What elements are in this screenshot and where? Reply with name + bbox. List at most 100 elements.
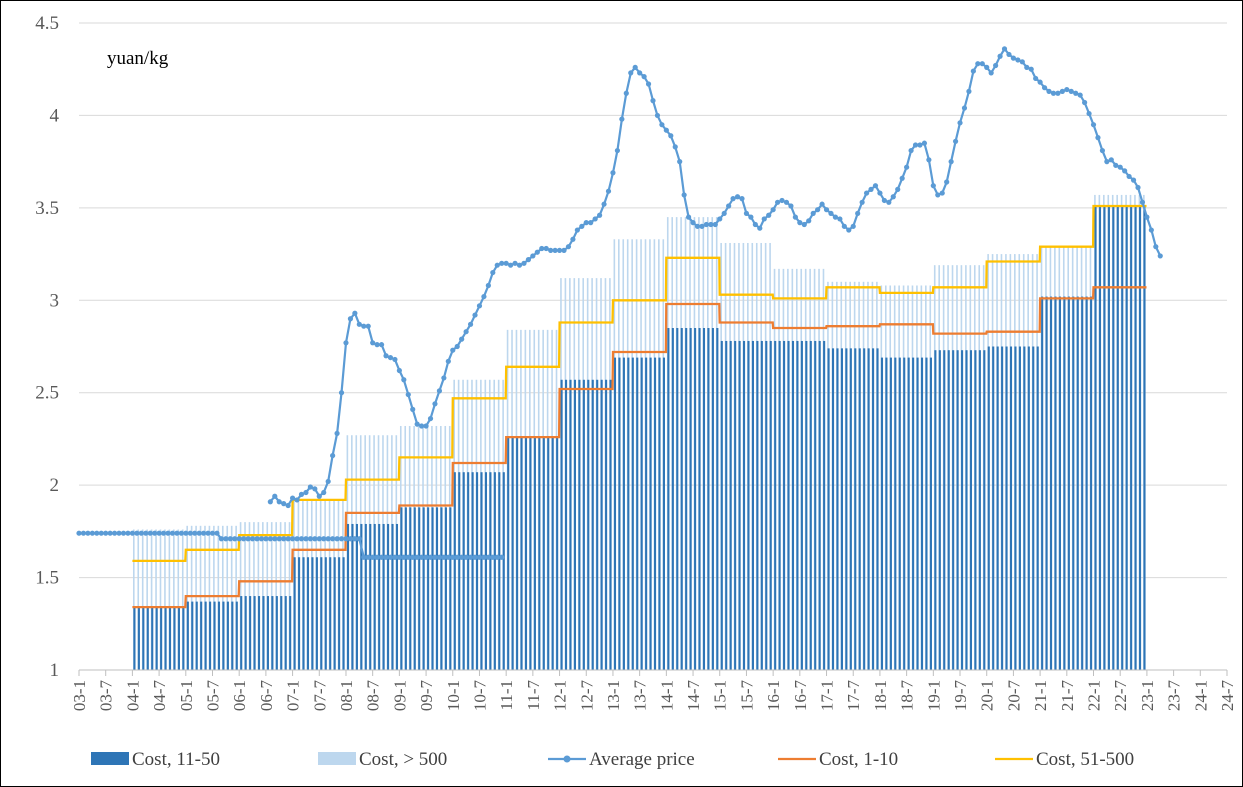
bar-cost-over-500 [186, 525, 188, 670]
average-price-point [1153, 244, 1159, 250]
x-tick-label: 17-7 [844, 680, 863, 712]
bar-cost-11-50 [1098, 206, 1102, 670]
bar-cost-11-50 [533, 437, 536, 670]
average-price-point [734, 194, 741, 200]
bar-cost-11-50 [1014, 346, 1017, 670]
average-price-point [694, 223, 701, 229]
average-price-point [436, 554, 443, 560]
bar-cost-11-50 [609, 379, 612, 670]
bar-cost-11-50 [1032, 346, 1035, 670]
average-price-point [405, 391, 411, 398]
average-price-point [459, 554, 465, 560]
y-tick-label: 4 [50, 105, 60, 126]
legend-label-cost_51_500: Cost, 51-500 [1036, 749, 1134, 770]
average-price-point [979, 61, 985, 67]
bar-cost-11-50 [658, 357, 661, 670]
bar-cost-11-50 [507, 437, 510, 670]
bar-cost-11-50 [765, 340, 768, 670]
bar-cost-11-50 [293, 557, 296, 670]
bar-cost-11-50 [742, 340, 746, 670]
average-price-point [241, 536, 247, 542]
x-tick-label: 20-1 [978, 680, 997, 711]
average-price-point [445, 554, 451, 560]
average-price-point [877, 190, 883, 196]
average-price-point [156, 530, 162, 536]
average-price-point [774, 199, 781, 205]
bar-cost-11-50 [618, 357, 621, 670]
average-price-point [899, 175, 905, 181]
y-tick-label: 3 [50, 290, 60, 311]
average-price-point [761, 216, 767, 222]
average-price-point [525, 257, 532, 263]
average-price-point [116, 530, 122, 536]
average-price-point [298, 491, 305, 497]
average-price-point [321, 536, 327, 542]
bar-cost-11-50 [1041, 296, 1044, 670]
x-tick-label: 05-1 [177, 680, 196, 711]
average-price-point [285, 502, 291, 509]
average-price-point [338, 536, 345, 542]
average-price-point [272, 493, 278, 499]
average-price-point [89, 530, 95, 536]
x-tick-label: 09-1 [390, 680, 409, 711]
average-price-point [726, 203, 732, 209]
bar-cost-11-50 [738, 340, 741, 670]
bar-cost-11-50 [186, 601, 189, 670]
average-price-point [205, 530, 211, 536]
x-tick-label: 09-7 [417, 680, 436, 712]
bar-cost-11-50 [1116, 206, 1119, 670]
bar-cost-11-50 [1121, 206, 1124, 670]
average-price-point [76, 530, 82, 536]
bar-cost-over-500 [217, 525, 220, 670]
average-price-point [307, 536, 313, 542]
average-price-point [912, 142, 919, 148]
average-price-point [289, 536, 296, 542]
bar-cost-11-50 [1067, 296, 1070, 670]
average-price-point [961, 105, 968, 111]
average-price-point [111, 530, 118, 536]
average-price-point [1028, 66, 1034, 72]
average-price-point [1010, 55, 1017, 61]
bar-cost-11-50 [680, 328, 683, 670]
bar-cost-11-50 [244, 596, 247, 670]
bar-cost-over-500 [168, 529, 171, 670]
bar-cost-11-50 [934, 350, 937, 670]
bar-cost-over-500 [177, 529, 180, 670]
line-cost-1-10 [132, 286, 1147, 609]
bar-cost-11-50 [440, 507, 443, 670]
bar-cost-11-50 [694, 328, 697, 670]
bar-cost-11-50 [191, 601, 194, 670]
bar-cost-over-500 [230, 525, 233, 670]
average-price-point [988, 70, 994, 76]
bar-cost-11-50 [711, 328, 714, 670]
bar-cost-11-50 [493, 472, 496, 670]
bar-cost-11-50 [636, 357, 639, 670]
bar-cost-11-50 [200, 601, 203, 670]
average-price-point [797, 220, 803, 226]
average-price-point [481, 554, 487, 560]
average-price-point [352, 536, 358, 542]
bar-cost-11-50 [676, 328, 679, 670]
bar-cost-11-50 [351, 523, 354, 670]
average-price-point [597, 212, 603, 218]
average-price-point [254, 536, 260, 542]
average-price-point [659, 122, 665, 128]
cost-step-lines [132, 204, 1147, 609]
average-price-point [383, 554, 389, 560]
average-price-point [668, 133, 674, 139]
average-price-point [103, 530, 109, 536]
bar-cost-11-50 [996, 346, 999, 670]
x-tick-label: 21-1 [1031, 680, 1050, 711]
x-tick-label: 04-7 [150, 680, 169, 712]
bar-cost-11-50 [969, 350, 973, 670]
bar-cost-11-50 [311, 557, 314, 670]
bar-cost-over-500 [213, 525, 215, 670]
average-price-point [303, 536, 309, 542]
average-price-point [347, 316, 354, 322]
bar-cost-11-50 [823, 340, 826, 670]
bar-cost-11-50 [952, 350, 955, 670]
average-price-point [984, 64, 990, 70]
average-price-point [583, 220, 589, 226]
bar-cost-11-50 [547, 437, 550, 670]
average-price-point [361, 323, 367, 329]
